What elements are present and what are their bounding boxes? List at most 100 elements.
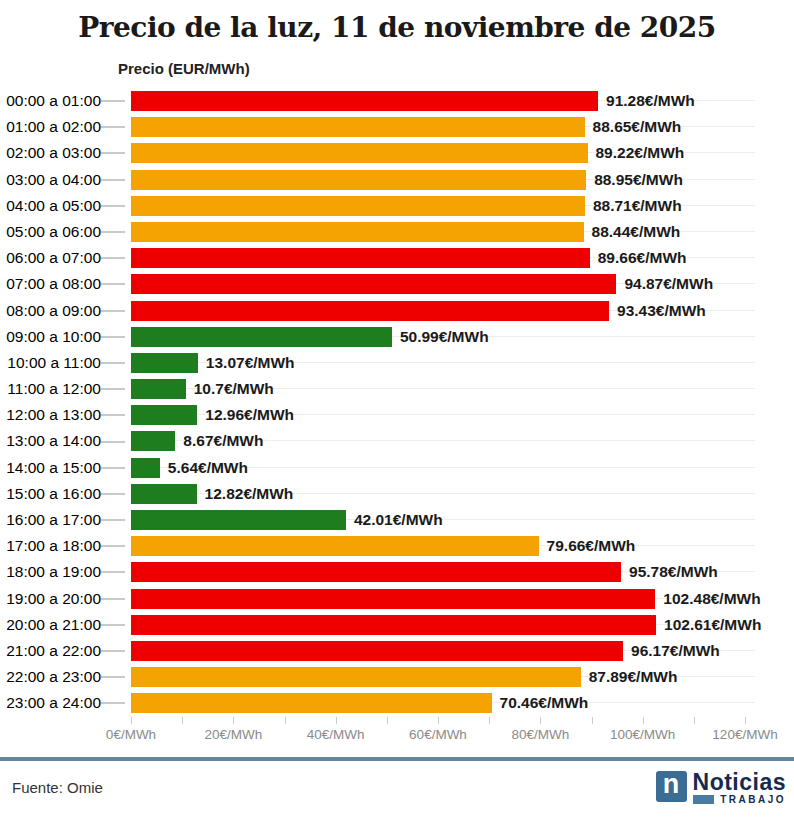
category-label: 02:00 a 03:00 — [0, 140, 101, 166]
plot-area: 102.61€/MWh — [131, 612, 755, 638]
x-tick-label: 0€/MWh — [106, 727, 156, 742]
bar-row: 13:00 a 14:008.67€/MWh — [0, 428, 794, 454]
value-label: 93.43€/MWh — [617, 301, 706, 321]
value-label: 89.66€/MWh — [598, 248, 687, 268]
bar-row: 15:00 a 16:0012.82€/MWh — [0, 481, 794, 507]
category-label: 17:00 a 18:00 — [0, 533, 101, 559]
plot-area: 88.95€/MWh — [131, 167, 755, 193]
bar-row: 07:00 a 08:0094.87€/MWh — [0, 271, 794, 297]
plot-area: 10.7€/MWh — [131, 376, 755, 402]
x-tick — [182, 717, 183, 724]
bar-row: 09:00 a 10:0050.99€/MWh — [0, 324, 794, 350]
value-label: 96.17€/MWh — [631, 641, 720, 661]
axis-title: Precio (EUR/MWh) — [118, 60, 794, 78]
price-bar — [131, 379, 186, 399]
y-tick — [101, 493, 125, 495]
bar-row: 03:00 a 04:0088.95€/MWh — [0, 167, 794, 193]
price-bar-chart: 00:00 a 01:0091.28€/MWh01:00 a 02:00 88.6… — [0, 88, 794, 717]
y-tick — [101, 571, 125, 573]
plot-area: 79.66€/MWh — [131, 533, 755, 559]
plot-area: 91.28€/MWh — [131, 88, 755, 114]
x-tick — [745, 717, 746, 724]
x-tick — [643, 717, 644, 724]
plot-area: 5.64€/MWh — [131, 455, 755, 481]
bar-row: 00:00 a 01:0091.28€/MWh — [0, 88, 794, 114]
value-label: 12.96€/MWh — [205, 405, 294, 425]
y-tick — [101, 231, 125, 233]
y-tick — [101, 179, 125, 181]
value-label: 70.46€/MWh — [500, 693, 589, 713]
bar-row: 12:00 a 13:00 12.96€/MWh — [0, 402, 794, 428]
bar-row: 22:00 a 23:0087.89€/MWh — [0, 664, 794, 690]
footer: Fuente: Omie n Noticias TRABAJO — [0, 761, 794, 815]
plot-area: 88.65€/MWh — [131, 114, 755, 140]
plot-area: 50.99€/MWh — [131, 324, 755, 350]
plot-area: 93.43€/MWh — [131, 298, 755, 324]
y-tick — [101, 388, 125, 390]
y-tick — [101, 205, 125, 207]
category-label: 07:00 a 08:00 — [0, 271, 101, 297]
logo-tagline: TRABAJO — [720, 795, 786, 805]
price-bar — [131, 353, 198, 373]
plot-area: 42.01€/MWh — [131, 507, 755, 533]
bar-row: 11:00 a 12:0010.7€/MWh — [0, 376, 794, 402]
bar-row: 14:00 a 15:005.64€/MWh — [0, 455, 794, 481]
y-tick — [101, 519, 125, 521]
value-label: 88.44€/MWh — [592, 222, 681, 242]
price-bar — [131, 641, 623, 661]
logo-letter: n — [663, 771, 680, 798]
y-tick — [101, 702, 125, 704]
y-tick — [101, 283, 125, 285]
bar-row: 05:00 a 06:00 88.44€/MWh — [0, 219, 794, 245]
x-tick-label: 100€/MWh — [610, 727, 675, 742]
value-label: 102.61€/MWh — [664, 615, 761, 635]
value-label: 8.67€/MWh — [183, 431, 263, 451]
plot-area: 96.17€/MWh — [131, 638, 755, 664]
x-tick-label: 20€/MWh — [204, 727, 262, 742]
category-label: 01:00 a 02:00 — [0, 114, 101, 140]
y-tick — [101, 152, 125, 154]
bar-row: 04:00 a 05:0088.71€/MWh — [0, 193, 794, 219]
value-label: 102.48€/MWh — [663, 589, 760, 609]
category-label: 06:00 a 07:00 — [0, 245, 101, 271]
y-tick — [101, 441, 125, 443]
noticias-trabajo-logo: n Noticias TRABAJO — [656, 771, 786, 805]
value-label: 79.66€/MWh — [547, 536, 636, 556]
x-tick — [592, 717, 593, 724]
plot-area: 87.89€/MWh — [131, 664, 755, 690]
plot-area: 102.48€/MWh — [131, 586, 755, 612]
price-bar — [131, 170, 586, 190]
value-label: 89.22€/MWh — [596, 143, 685, 163]
price-bar — [131, 274, 616, 294]
value-label: 5.64€/MWh — [168, 458, 248, 478]
value-label: 50.99€/MWh — [400, 327, 489, 347]
bar-row: 02:00 a 03:00 89.22€/MWh — [0, 140, 794, 166]
category-label: 15:00 a 16:00 — [0, 481, 101, 507]
price-bar — [131, 693, 492, 713]
x-tick — [131, 717, 132, 724]
bar-row: 06:00 a 07:00 89.66€/MWh — [0, 245, 794, 271]
category-label: 16:00 a 17:00 — [0, 507, 101, 533]
category-label: 19:00 a 20:00 — [0, 586, 101, 612]
plot-area: 88.44€/MWh — [131, 219, 755, 245]
y-tick — [101, 362, 125, 364]
x-tick — [285, 717, 286, 724]
price-bar — [131, 117, 585, 137]
y-tick — [101, 126, 125, 128]
price-bar — [131, 143, 588, 163]
price-bar — [131, 589, 655, 609]
y-tick — [101, 467, 125, 469]
bar-row: 16:00 a 17:00 42.01€/MWh — [0, 507, 794, 533]
y-tick — [101, 336, 125, 338]
x-tick-label: 80€/MWh — [511, 727, 569, 742]
category-label: 05:00 a 06:00 — [0, 219, 101, 245]
y-tick — [101, 310, 125, 312]
category-label: 12:00 a 13:00 — [0, 402, 101, 428]
source-credit: Fuente: Omie — [12, 779, 103, 796]
value-label: 88.71€/MWh — [593, 196, 682, 216]
bar-row: 19:00 a 20:00 102.48€/MWh — [0, 586, 794, 612]
value-label: 87.89€/MWh — [589, 667, 678, 687]
bar-row: 17:00 a 18:00 79.66€/MWh — [0, 533, 794, 559]
plot-area: 70.46€/MWh — [131, 690, 755, 716]
category-label: 08:00 a 09:00 — [0, 298, 101, 324]
